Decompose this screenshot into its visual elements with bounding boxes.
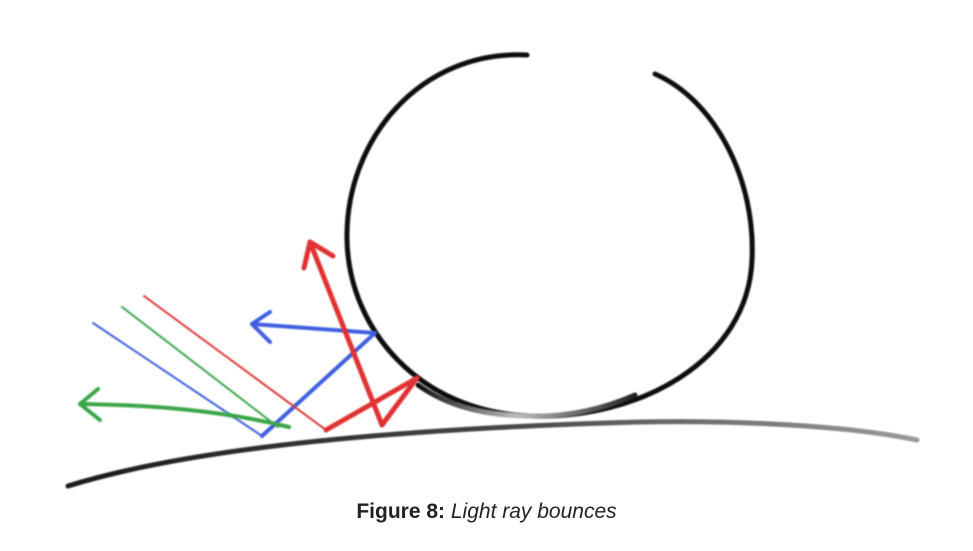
- ground-surface: [65, 419, 920, 489]
- red-arrowhead: [301, 239, 336, 271]
- ball-outline: [344, 52, 755, 419]
- red-ray: [143, 239, 420, 433]
- blue-arrowhead: [250, 310, 272, 344]
- caption-text: Light ray bounces: [450, 500, 617, 523]
- green-ray: [78, 306, 291, 429]
- figure-caption: Figure 8: Light ray bounces: [0, 500, 973, 524]
- green-arrowhead: [78, 387, 102, 422]
- caption-label: Figure 8:: [356, 500, 446, 523]
